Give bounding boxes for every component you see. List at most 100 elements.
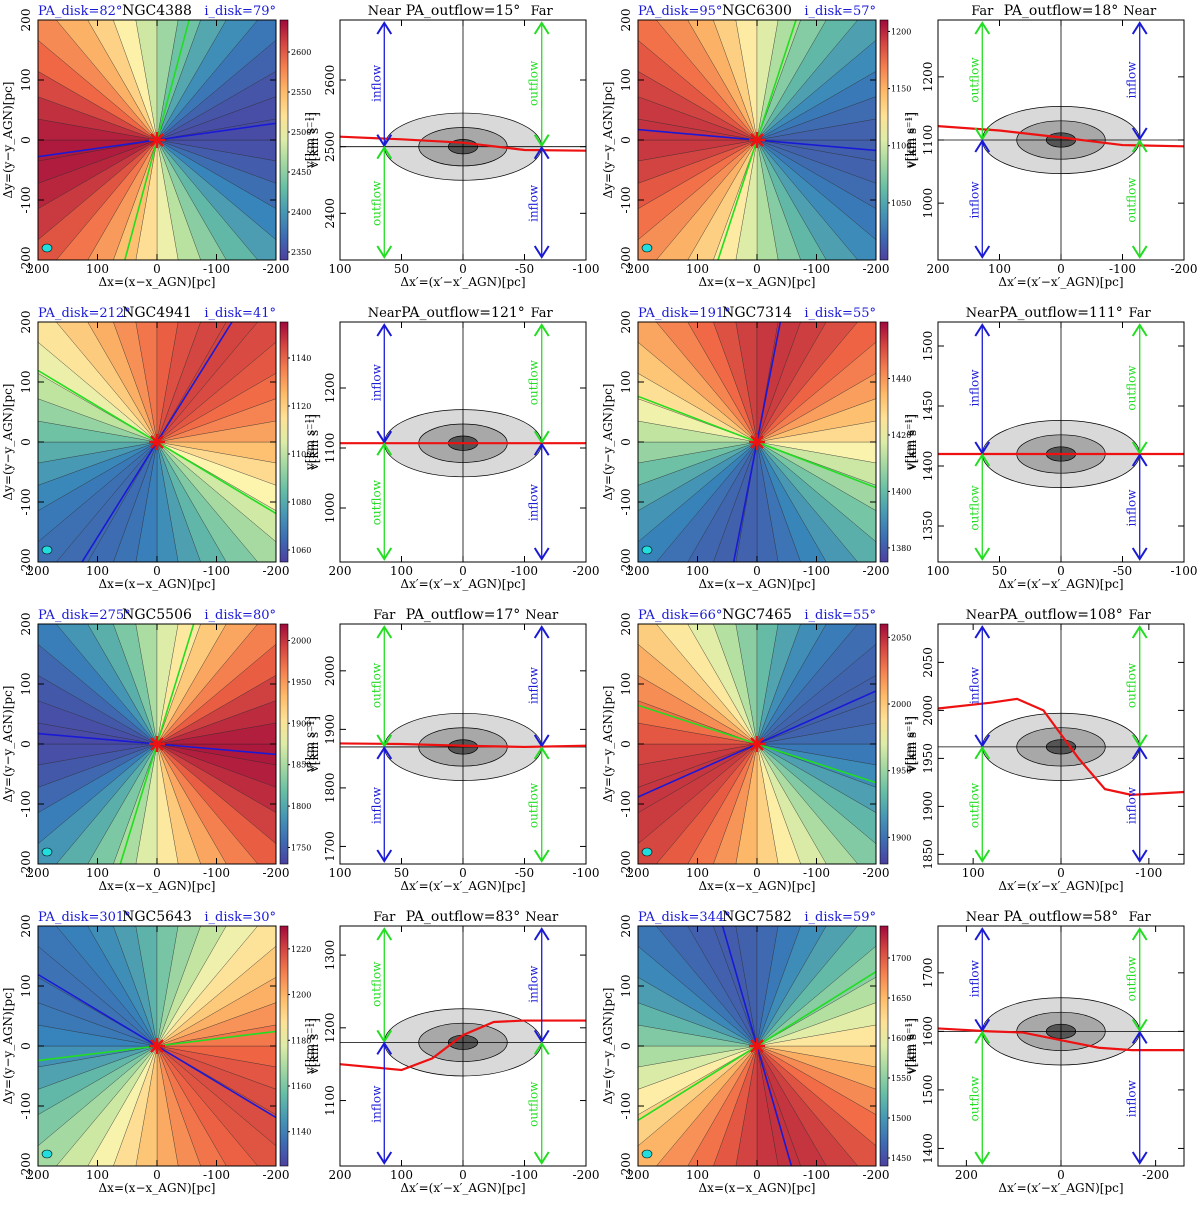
flow-arrow-head <box>1131 245 1148 259</box>
flow-label-top: outflow <box>967 57 981 103</box>
pv-ytick-label: 1700 <box>323 831 337 862</box>
pv-diagram <box>938 322 1184 562</box>
map-xlabel: Δx=(x−x_AGN)[pc] <box>699 1181 816 1195</box>
flow-arrow-head <box>533 849 550 863</box>
map-ytick-label: -100 <box>19 489 33 516</box>
pv-ylabel: v[km s⁻¹] <box>905 1018 919 1075</box>
map-ytick-label: -100 <box>619 791 633 818</box>
flow-arrow-head <box>376 442 393 456</box>
velocity-map <box>638 322 876 562</box>
i-disk-label: i_disk=41° <box>204 306 276 321</box>
pv-xtick-label: 0 <box>459 564 467 578</box>
colorbar-tick-label: 2000 <box>891 700 911 709</box>
colorbar <box>879 925 889 1167</box>
pv-xlabel: Δx′=(x′−x′_AGN)[pc] <box>998 879 1123 893</box>
flow-arrow-head <box>1131 1030 1148 1044</box>
map-ytick-label: 200 <box>619 613 633 636</box>
velocity-map <box>638 926 876 1166</box>
flow-label-top: outflow <box>369 961 383 1007</box>
pa-outflow-label: PA_outflow=108° <box>999 607 1123 623</box>
pv-diagram <box>937 926 1184 1166</box>
map-ytick-label: 0 <box>19 438 33 446</box>
pv-xtick-label: 100 <box>962 866 985 880</box>
flow-arrow-head <box>974 625 991 639</box>
map-ylabel: Δy=(y−y_AGN)[pc] <box>1 686 15 803</box>
colorbar <box>279 925 289 1167</box>
map-ytick-label: -200 <box>619 549 633 576</box>
flow-arrow-head <box>1131 746 1148 760</box>
colorbar-label: v[km s⁻¹] <box>303 1018 317 1075</box>
map-xlabel: Δx=(x−x_AGN)[pc] <box>99 1181 216 1195</box>
map-xtick-label: -200 <box>263 564 290 578</box>
agn-marker <box>749 736 765 752</box>
map-xtick-label: 100 <box>686 262 709 276</box>
pv-xtick-label: -50 <box>515 262 534 276</box>
pv-side-label-left: Near <box>966 306 1000 321</box>
galaxy-name: NGC7314 <box>722 305 792 321</box>
agn-marker <box>149 736 165 752</box>
pv-rotation-curve <box>937 1027 1184 1052</box>
pv-xtick-label: 0 <box>459 262 467 276</box>
flow-label-top: outflow <box>1125 662 1139 708</box>
panel-ngc5643: 1140 1160 1180 1200 1220 <box>37 925 587 1167</box>
flow-label-bottom: inflow <box>1125 1079 1139 1117</box>
pv-xlabel: Δx′=(x′−x′_AGN)[pc] <box>400 879 525 893</box>
map-xtick-label: 100 <box>686 564 709 578</box>
map-ytick-label: 0 <box>619 740 633 748</box>
pv-ytick-label: 1200 <box>921 62 935 93</box>
map-ytick-label: 0 <box>619 438 633 446</box>
pv-xlabel: Δx′=(x′−x′_AGN)[pc] <box>998 577 1123 591</box>
pv-ytick-label: 1200 <box>323 1013 337 1044</box>
map-ytick-label: -200 <box>19 549 33 576</box>
map-xtick-label: -100 <box>203 1168 230 1182</box>
map-xlabel: Δx=(x−x_AGN)[pc] <box>699 879 816 893</box>
pv-rotation-curve <box>339 135 587 152</box>
colorbar-label: v[km s⁻¹] <box>903 112 917 169</box>
map-ytick-label: 200 <box>619 311 633 334</box>
colorbar-tick-label: 2550 <box>291 88 311 97</box>
map-xtick-label: 200 <box>27 564 50 578</box>
flow-arrow-head <box>376 145 393 160</box>
i-disk-label: i_disk=79° <box>204 4 276 19</box>
panel-ngc7465: 1900 1950 2000 2050 <box>637 623 1185 865</box>
flow-arrow-head <box>533 927 550 941</box>
map-xtick-label: 0 <box>753 866 761 880</box>
flow-arrow-head <box>376 134 393 148</box>
flow-arrow-head <box>533 145 550 160</box>
flow-arrow-head <box>376 323 393 337</box>
flow-arrow-head <box>1131 625 1148 639</box>
flow-arrow-head <box>533 442 550 456</box>
flow-arrow-head <box>974 1151 991 1165</box>
galaxy-name: NGC7465 <box>722 607 792 623</box>
flow-arrow-head <box>376 746 393 760</box>
flow-label-bottom: outflow <box>369 479 383 525</box>
pv-ytick-label: 1000 <box>921 188 935 219</box>
map-ytick-label: 0 <box>19 136 33 144</box>
map-ytick-label: 100 <box>19 673 33 696</box>
pv-side-label-left: Far <box>971 4 994 19</box>
pv-xtick-label: 100 <box>390 564 413 578</box>
map-xtick-label: -100 <box>803 262 830 276</box>
map-sector <box>156 420 276 443</box>
colorbar-tick-label: 1100 <box>291 450 311 459</box>
velocity-map <box>38 322 276 562</box>
colorbar <box>879 321 889 563</box>
pv-xtick-label: 0 <box>1057 1168 1065 1182</box>
colorbar-tick-label: 1100 <box>891 142 911 151</box>
pv-xtick-label: -100 <box>573 866 600 880</box>
map-xtick-label: -200 <box>863 1168 890 1182</box>
pv-ytick-label: 1800 <box>323 773 337 804</box>
map-xtick-label: -100 <box>203 866 230 880</box>
map-xtick-label: 200 <box>27 262 50 276</box>
colorbar-tick-label: 1080 <box>291 498 311 507</box>
flow-arrow-head <box>533 1151 550 1165</box>
map-ytick-label: 200 <box>619 9 633 32</box>
pv-side-label-left: Near <box>966 608 1000 623</box>
colorbar-tick-label: 2450 <box>291 168 311 177</box>
pv-xtick-label: -100 <box>1109 262 1136 276</box>
map-xlabel: Δx=(x−x_AGN)[pc] <box>699 275 816 289</box>
flow-arrow-head <box>533 746 550 760</box>
pv-ytick-label: 1000 <box>323 493 337 524</box>
beam-ellipse <box>41 243 53 253</box>
